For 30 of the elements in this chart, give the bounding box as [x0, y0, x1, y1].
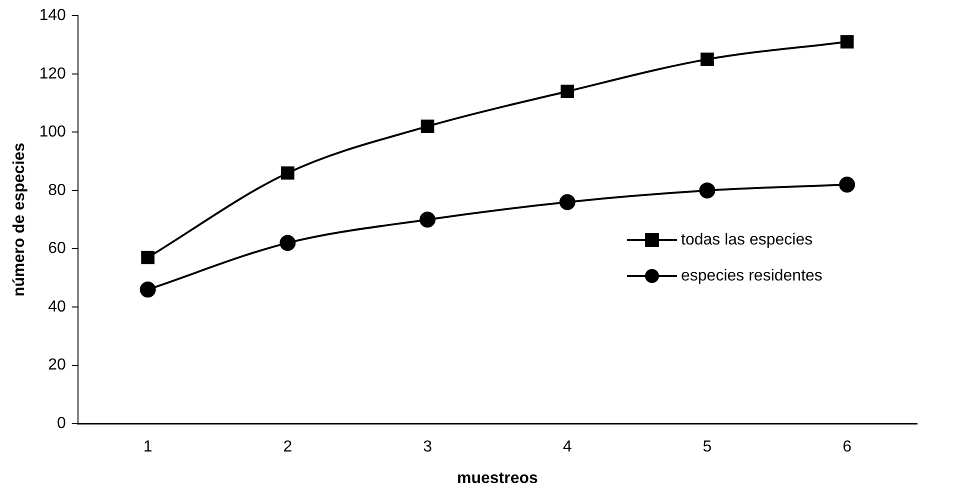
point [560, 84, 574, 98]
point [281, 166, 294, 180]
point [559, 194, 576, 210]
point [700, 52, 714, 66]
y-tick-label: 120 [39, 65, 66, 82]
point [140, 282, 156, 298]
point [280, 234, 296, 251]
y-tick-label: 0 [56, 415, 66, 432]
y-axis-title: número de especies [11, 142, 28, 297]
x-tick-label: 1 [143, 438, 152, 456]
y-tick-label: 40 [48, 298, 66, 316]
x-axis-title: muestreos [456, 470, 538, 487]
x-tick-label: 6 [842, 438, 852, 456]
x-tick-label: 4 [562, 438, 572, 456]
point [840, 35, 854, 48]
y-tick-label: 80 [48, 182, 66, 199]
legend-label: todas las especies [681, 231, 813, 248]
x-tick-label: 2 [283, 438, 292, 456]
point [420, 120, 434, 133]
legend-label: especies residentes [681, 267, 822, 284]
point [141, 250, 154, 264]
point [699, 182, 716, 198]
point [420, 212, 436, 228]
point [839, 176, 856, 193]
y-tick-label: 100 [39, 124, 66, 141]
y-tick-label: 60 [48, 240, 66, 258]
x-tick-label: 5 [702, 438, 712, 456]
y-tick-label: 20 [48, 356, 66, 374]
y-tick-label: 140 [39, 7, 66, 24]
x-tick-label: 3 [423, 438, 432, 456]
